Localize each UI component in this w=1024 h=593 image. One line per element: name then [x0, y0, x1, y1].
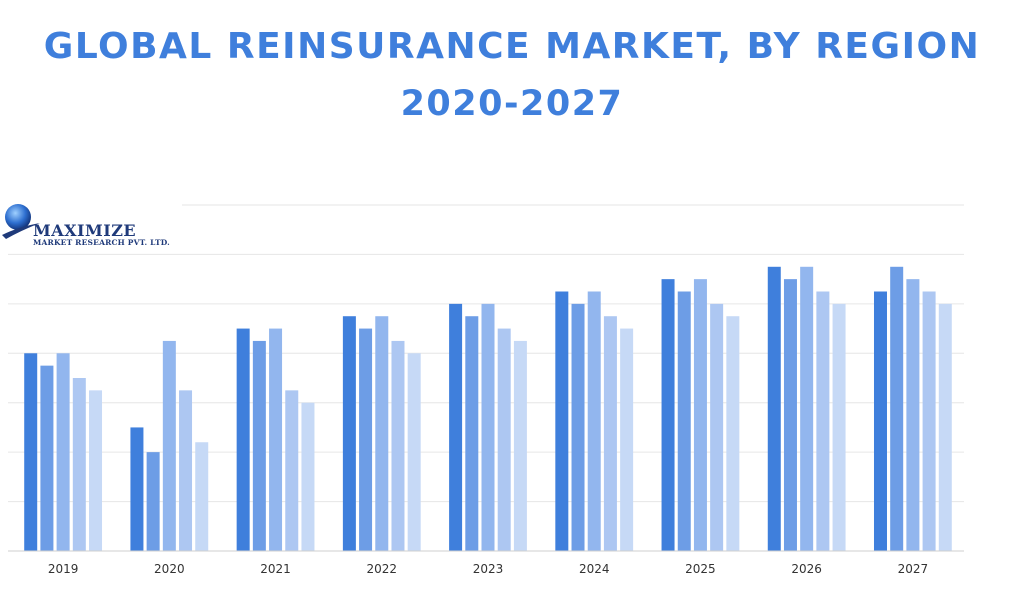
bar-2023-series-2	[465, 316, 479, 551]
bar-2021-series-2	[252, 340, 266, 551]
x-tick-label: 2020	[154, 562, 185, 576]
bar-2023-series-3	[481, 303, 495, 551]
x-tick-label: 2021	[260, 562, 291, 576]
x-tick-labels: 2019 2020 2021 2022 2023 2024 2025 2026 2027	[48, 562, 928, 576]
bar-2020-series-1	[130, 427, 144, 551]
bar-2025-series-3	[693, 279, 707, 551]
x-tick-label: 2023	[473, 562, 504, 576]
logo-subtitle: MARKET RESEARCH PVT. LTD.	[33, 238, 170, 247]
bar-2023-series-1	[449, 303, 463, 551]
chart-title: GLOBAL REINSURANCE MARKET, BY REGION	[43, 26, 981, 67]
bar-2025-series-1	[661, 279, 675, 551]
bar-2027-series-2	[890, 266, 904, 551]
bar-2025-series-5	[726, 316, 740, 551]
x-tick-label: 2026	[791, 562, 822, 576]
bar-2026-series-2	[783, 279, 797, 551]
bar-2022-series-5	[407, 353, 421, 551]
bar-2021-series-4	[285, 390, 299, 551]
bar-2022-series-1	[342, 316, 356, 551]
bar-2027-series-4	[922, 291, 936, 551]
bar-2024-series-4	[603, 316, 617, 551]
swoosh-icon	[2, 223, 40, 239]
bar-2026-series-3	[800, 266, 814, 551]
bar-2026-series-5	[832, 303, 846, 551]
bar-2021-series-5	[301, 402, 315, 551]
bar-2025-series-2	[677, 291, 691, 551]
bar-2019-series-3	[56, 353, 70, 551]
bar-2020-series-2	[146, 452, 160, 551]
logo	[2, 204, 40, 239]
bar-2026-series-4	[816, 291, 830, 551]
bar-2025-series-4	[710, 303, 724, 551]
bar-2019-series-5	[89, 390, 103, 551]
bar-2019-series-2	[40, 365, 54, 551]
bar-2019-series-4	[72, 378, 86, 551]
bar-2020-series-3	[162, 340, 176, 551]
x-tick-label: 2019	[48, 562, 79, 576]
bar-2027-series-3	[906, 279, 920, 551]
bar-2024-series-2	[571, 303, 585, 551]
bar-2024-series-5	[620, 328, 634, 551]
bar-2021-series-1	[236, 328, 250, 551]
logo-name: MAXIMIZE	[33, 221, 137, 240]
x-tick-label: 2025	[685, 562, 716, 576]
bars	[24, 266, 952, 551]
bar-2021-series-3	[269, 328, 283, 551]
globe-icon	[5, 204, 31, 230]
bar-2020-series-5	[195, 442, 209, 551]
bar-2023-series-4	[497, 328, 511, 551]
bar-2020-series-4	[179, 390, 193, 551]
bar-2022-series-3	[375, 316, 389, 551]
bar-2027-series-5	[938, 303, 952, 551]
bar-2019-series-1	[24, 353, 38, 551]
bar-2022-series-4	[391, 340, 405, 551]
bar-2026-series-1	[767, 266, 781, 551]
x-tick-label: 2024	[579, 562, 610, 576]
bar-2024-series-3	[587, 291, 601, 551]
bar-2027-series-1	[873, 291, 887, 551]
x-tick-label: 2022	[367, 562, 398, 576]
bar-2024-series-1	[555, 291, 569, 551]
bar-2022-series-2	[359, 328, 373, 551]
x-tick-label: 2027	[898, 562, 929, 576]
bar-2023-series-5	[513, 340, 527, 551]
chart-subtitle: 2020-2027	[400, 84, 624, 124]
